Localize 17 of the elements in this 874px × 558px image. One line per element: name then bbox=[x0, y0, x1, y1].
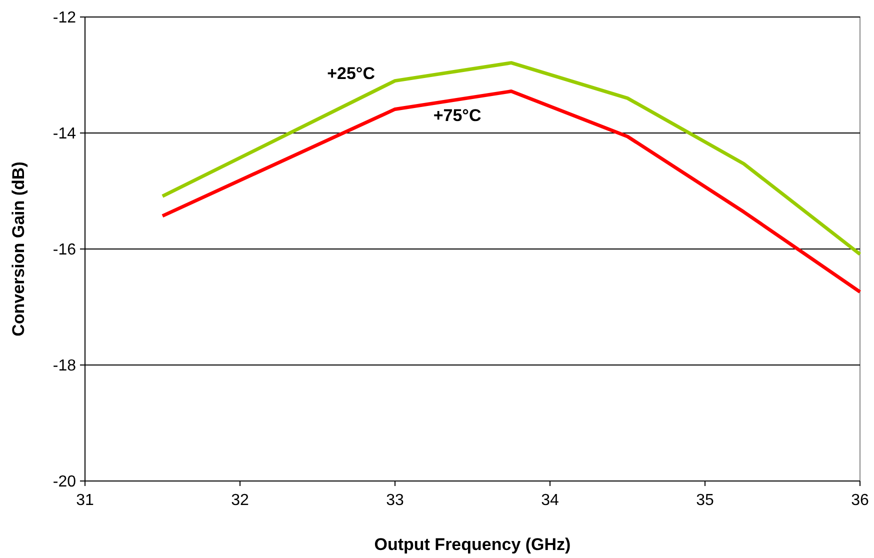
y-axis-title: Conversion Gain (dB) bbox=[9, 162, 28, 336]
x-tick-label: 33 bbox=[386, 492, 404, 509]
y-tick-label: -18 bbox=[52, 358, 76, 375]
series-label: +25°C bbox=[327, 64, 375, 83]
line-series bbox=[160, 61, 862, 256]
y-tick-label: -16 bbox=[52, 242, 76, 259]
y-tick-label: -14 bbox=[52, 126, 76, 143]
line-series bbox=[160, 89, 862, 294]
x-tick-label: 32 bbox=[231, 492, 249, 509]
y-tick-label: -12 bbox=[52, 10, 76, 27]
x-axis-title: Output Frequency (GHz) bbox=[374, 535, 571, 554]
x-tick-label: 31 bbox=[76, 492, 94, 509]
y-tick-label: -20 bbox=[52, 474, 76, 491]
x-tick-label: 35 bbox=[696, 492, 714, 509]
x-tick-label: 36 bbox=[851, 492, 869, 509]
series-label: +75°C bbox=[433, 106, 482, 126]
x-tick-label: 34 bbox=[541, 492, 559, 509]
